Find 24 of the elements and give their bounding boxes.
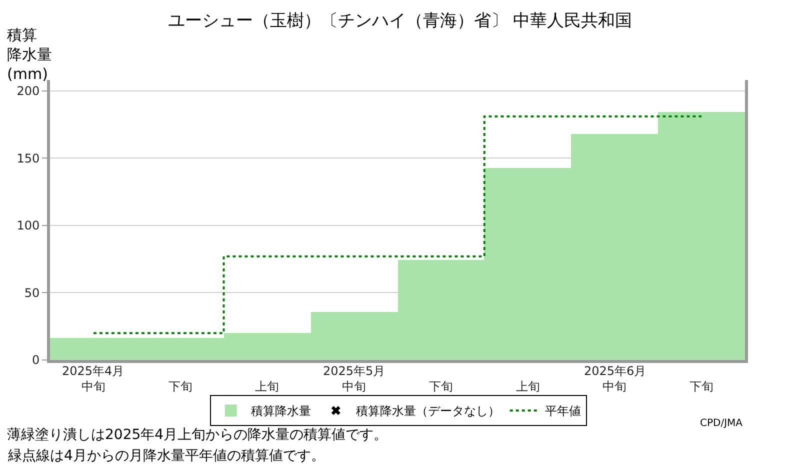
legend-label: 平年値 bbox=[544, 404, 581, 418]
y-tick-label: 0 bbox=[32, 353, 40, 368]
x-tick-label: 中旬 bbox=[342, 379, 366, 394]
x-tick-label: 中旬 bbox=[81, 379, 106, 394]
text: 薄緑塗り潰しは2025年4月上旬からの降水量の積算値です。 bbox=[7, 427, 388, 443]
legend-label: 積算降水量 bbox=[250, 404, 311, 418]
y-tick-label: 200 bbox=[16, 84, 40, 98]
text: 緑点線は4月からの月降水量平年値の積算値です。 bbox=[7, 448, 325, 464]
x-tick-label: 上旬 bbox=[255, 379, 280, 394]
text: 2025年5月 bbox=[323, 364, 386, 378]
y-tick-label: 150 bbox=[16, 151, 40, 166]
legend-label: 積算降水量（データなし） bbox=[356, 404, 500, 418]
x-tick-label: 中旬 bbox=[602, 379, 627, 394]
text: 2025年4月 bbox=[62, 364, 124, 378]
y-tick-label: 100 bbox=[16, 218, 40, 233]
y-tick-label: 50 bbox=[24, 286, 40, 300]
x-tick-label: 下旬 bbox=[690, 379, 714, 394]
x-tick-label: 上旬 bbox=[516, 379, 540, 394]
x-tick-label: 下旬 bbox=[428, 379, 453, 394]
text: CPD/JMA bbox=[700, 418, 743, 429]
text: 2025年6月 bbox=[584, 364, 646, 378]
chart-title: ユーシュー（玉樹）〔チンハイ（青海）省〕 中華人民共和国 bbox=[168, 11, 632, 31]
x-tick-label: 下旬 bbox=[168, 379, 192, 394]
y-axis-title: 積算降水量(mm) bbox=[7, 26, 52, 83]
